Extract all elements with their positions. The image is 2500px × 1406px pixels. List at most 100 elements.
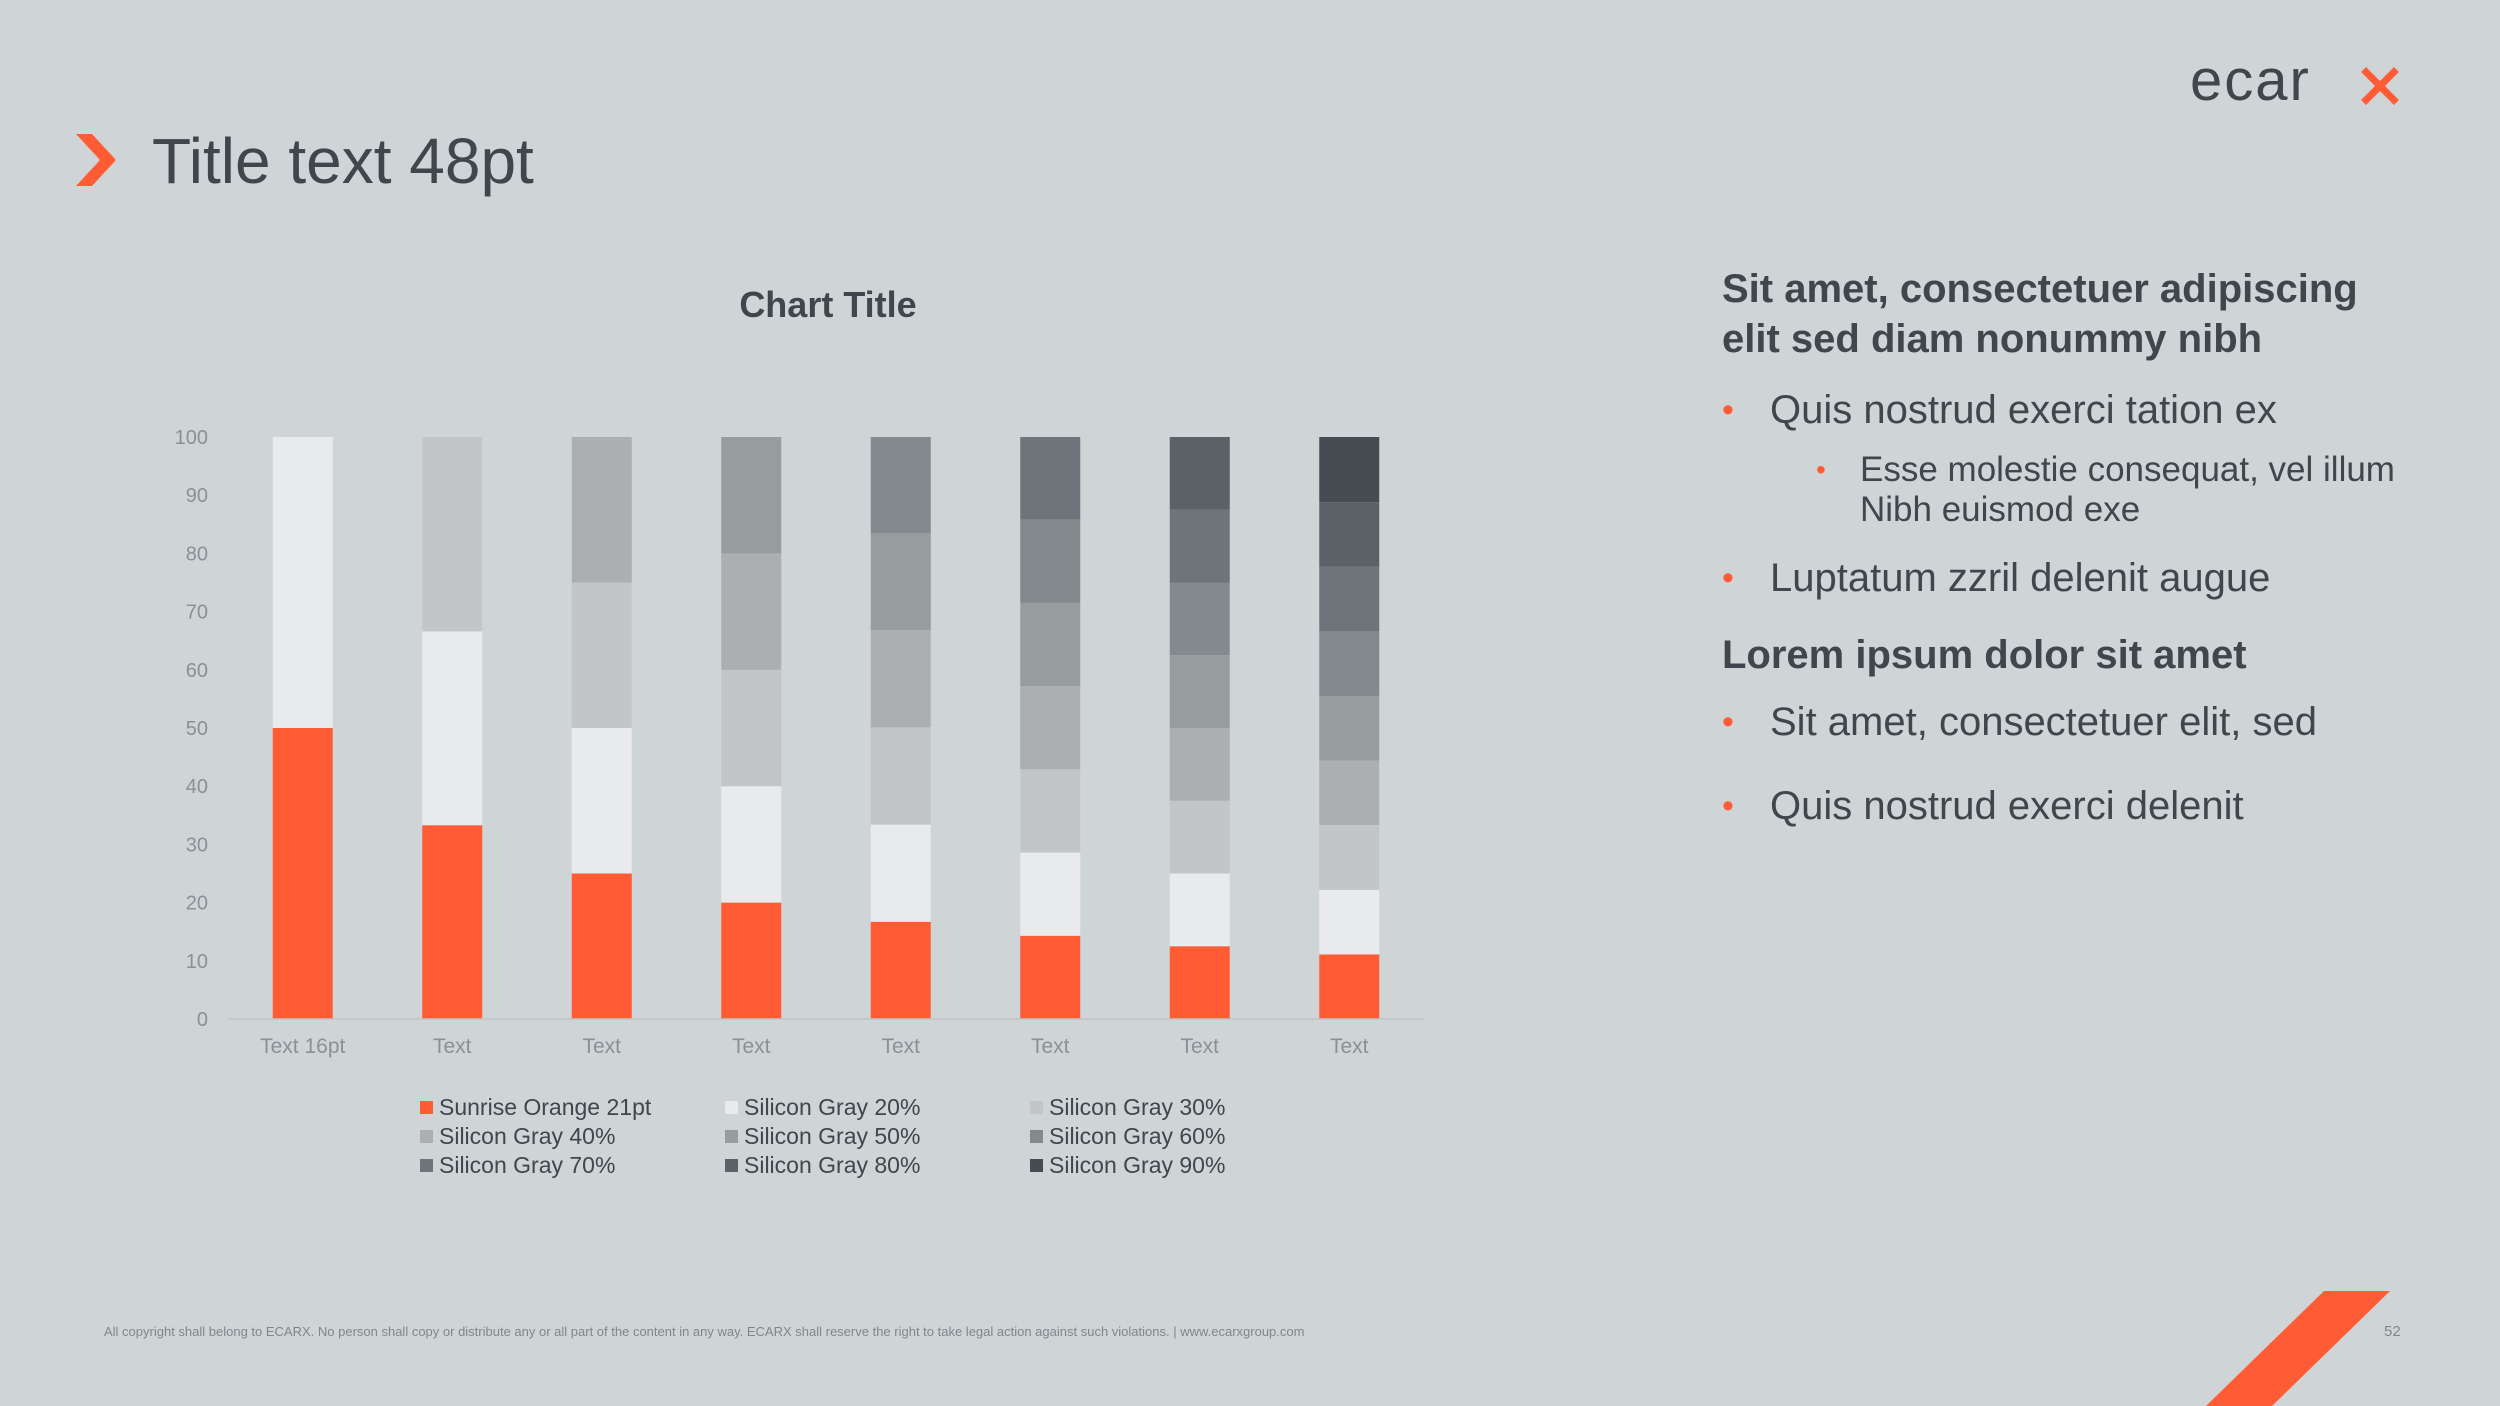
svg-text:ecar: ecar [2190, 56, 2311, 108]
legend-item: Silicon Gray 50% [725, 1123, 1030, 1149]
bar-segment-2-1 [422, 825, 483, 1019]
x-tick-label: Text [582, 1035, 621, 1058]
bar-segment-5-3 [870, 727, 931, 825]
bar-segment-2-2 [422, 631, 483, 826]
legend-item: Silicon Gray 40% [420, 1123, 725, 1149]
y-tick-label: 90 [186, 485, 208, 507]
y-tick-label: 10 [186, 951, 208, 973]
chevron-right-icon [76, 134, 116, 186]
y-tick-label: 20 [186, 893, 208, 915]
side-heading-1: Sit amet, consectetuer adipiscing elit s… [1722, 267, 2358, 361]
side-text-panel: Sit amet, consectetuer adipiscing elit s… [1722, 264, 2422, 830]
x-tick-label: Text [881, 1035, 920, 1058]
bar-segment-2-3 [422, 437, 483, 632]
legend-swatch [1030, 1129, 1043, 1143]
legend-label: Silicon Gray 20% [744, 1094, 921, 1120]
bar-segment-6-4 [1020, 686, 1081, 770]
bullet-3: Sit amet, consectetuer elit, sed [1722, 698, 2422, 746]
bar-segment-4-3 [721, 669, 782, 787]
bar-segment-8-1 [1319, 954, 1380, 1019]
bar-segment-8-3 [1319, 825, 1380, 890]
bar-segment-6-1 [1020, 935, 1081, 1019]
bar-segment-7-6 [1169, 582, 1230, 656]
legend-swatch [725, 1129, 738, 1143]
bar-segment-4-4 [721, 553, 782, 670]
bar-segment-6-3 [1020, 769, 1081, 853]
chart-title: Chart Title [739, 284, 917, 325]
legend-swatch [420, 1129, 433, 1143]
bar-segment-6-6 [1020, 519, 1081, 603]
bar-segment-5-4 [870, 630, 931, 728]
bullet-4: Quis nostrud exerci delenit [1722, 782, 2422, 830]
y-tick-label: 30 [186, 834, 208, 856]
legend-label: Sunrise Orange 21pt [439, 1094, 652, 1120]
legend-swatch [420, 1158, 433, 1172]
x-tick-label: Text [732, 1035, 771, 1058]
y-tick-label: 80 [186, 543, 208, 565]
bar-segment-5-6 [870, 437, 931, 534]
copyright-footer: All copyright shall belong to ECARX. No … [104, 1324, 1305, 1339]
page-number: 52 [2384, 1323, 2401, 1340]
bar-segment-8-9 [1319, 437, 1380, 503]
legend-swatch [725, 1100, 738, 1114]
bar-segment-6-5 [1020, 602, 1081, 687]
legend-label: Silicon Gray 70% [439, 1152, 616, 1178]
bar-segment-8-2 [1319, 889, 1380, 955]
bar-segment-4-2 [721, 786, 782, 903]
legend-swatch [1030, 1100, 1043, 1114]
bar-segment-3-1 [571, 873, 632, 1019]
legend-label: Silicon Gray 30% [1049, 1094, 1226, 1120]
bar-segment-8-5 [1319, 695, 1380, 761]
legend-label: Silicon Gray 40% [439, 1123, 616, 1149]
y-tick-label: 70 [186, 602, 208, 624]
bar-segment-7-2 [1169, 873, 1230, 947]
x-tick-label: Text [1180, 1035, 1219, 1058]
bar-segment-7-5 [1169, 655, 1230, 728]
bar-segment-5-2 [870, 824, 931, 922]
bar-segment-1-2 [272, 437, 333, 728]
bar-segment-5-1 [870, 921, 931, 1019]
bar-segment-3-2 [571, 728, 632, 874]
legend-item: Sunrise Orange 21pt [420, 1094, 725, 1120]
x-tick-label: Text [1330, 1035, 1369, 1058]
ecarx-logo: ecar [2190, 56, 2399, 108]
bar-segment-7-1 [1169, 946, 1230, 1019]
legend-swatch [725, 1158, 738, 1172]
legend-swatch [1030, 1158, 1043, 1172]
bar-segment-8-4 [1319, 760, 1380, 826]
legend-item: Silicon Gray 30% [1030, 1094, 1335, 1120]
bullet-1: Quis nostrud exerci tation ex [1722, 386, 2422, 434]
bar-segment-7-7 [1169, 509, 1230, 583]
bar-segment-1-1 [272, 728, 333, 1019]
x-tick-label: Text 16pt [260, 1035, 345, 1058]
legend-item: Silicon Gray 80% [725, 1152, 1030, 1178]
y-tick-label: 100 [175, 427, 208, 449]
sub-bullet: Esse molestie consequat, vel illum Nibh … [1816, 450, 2422, 530]
legend-label: Silicon Gray 80% [744, 1152, 921, 1178]
side-heading-2: Lorem ipsum dolor sit amet [1722, 633, 2247, 677]
bar-segment-4-5 [721, 437, 782, 554]
legend-item: Silicon Gray 60% [1030, 1123, 1335, 1149]
legend-label: Silicon Gray 90% [1049, 1152, 1226, 1178]
bar-segment-6-7 [1020, 437, 1081, 520]
y-tick-label: 50 [186, 718, 208, 740]
bullet-2: Luptatum zzril delenit augue [1722, 554, 2422, 602]
bar-segment-8-6 [1319, 631, 1380, 696]
legend-label: Silicon Gray 60% [1049, 1123, 1226, 1149]
x-tick-label: Text [1031, 1035, 1070, 1058]
y-tick-label: 60 [186, 660, 208, 682]
legend-label: Silicon Gray 50% [744, 1123, 921, 1149]
bar-segment-3-4 [571, 437, 632, 583]
bar-segment-7-3 [1169, 800, 1230, 874]
bar-segment-4-1 [721, 902, 782, 1019]
page-title: Title text 48pt [152, 125, 534, 197]
legend-item: Silicon Gray 20% [725, 1094, 1030, 1120]
bar-segment-7-4 [1169, 728, 1230, 801]
bar-segment-6-2 [1020, 852, 1081, 936]
chart-legend: Sunrise Orange 21pt Silicon Gray 20% Silic… [420, 1094, 1340, 1178]
bar-segment-8-8 [1319, 502, 1380, 567]
bar-segment-7-8 [1169, 437, 1230, 510]
bar-segment-8-7 [1319, 566, 1380, 632]
